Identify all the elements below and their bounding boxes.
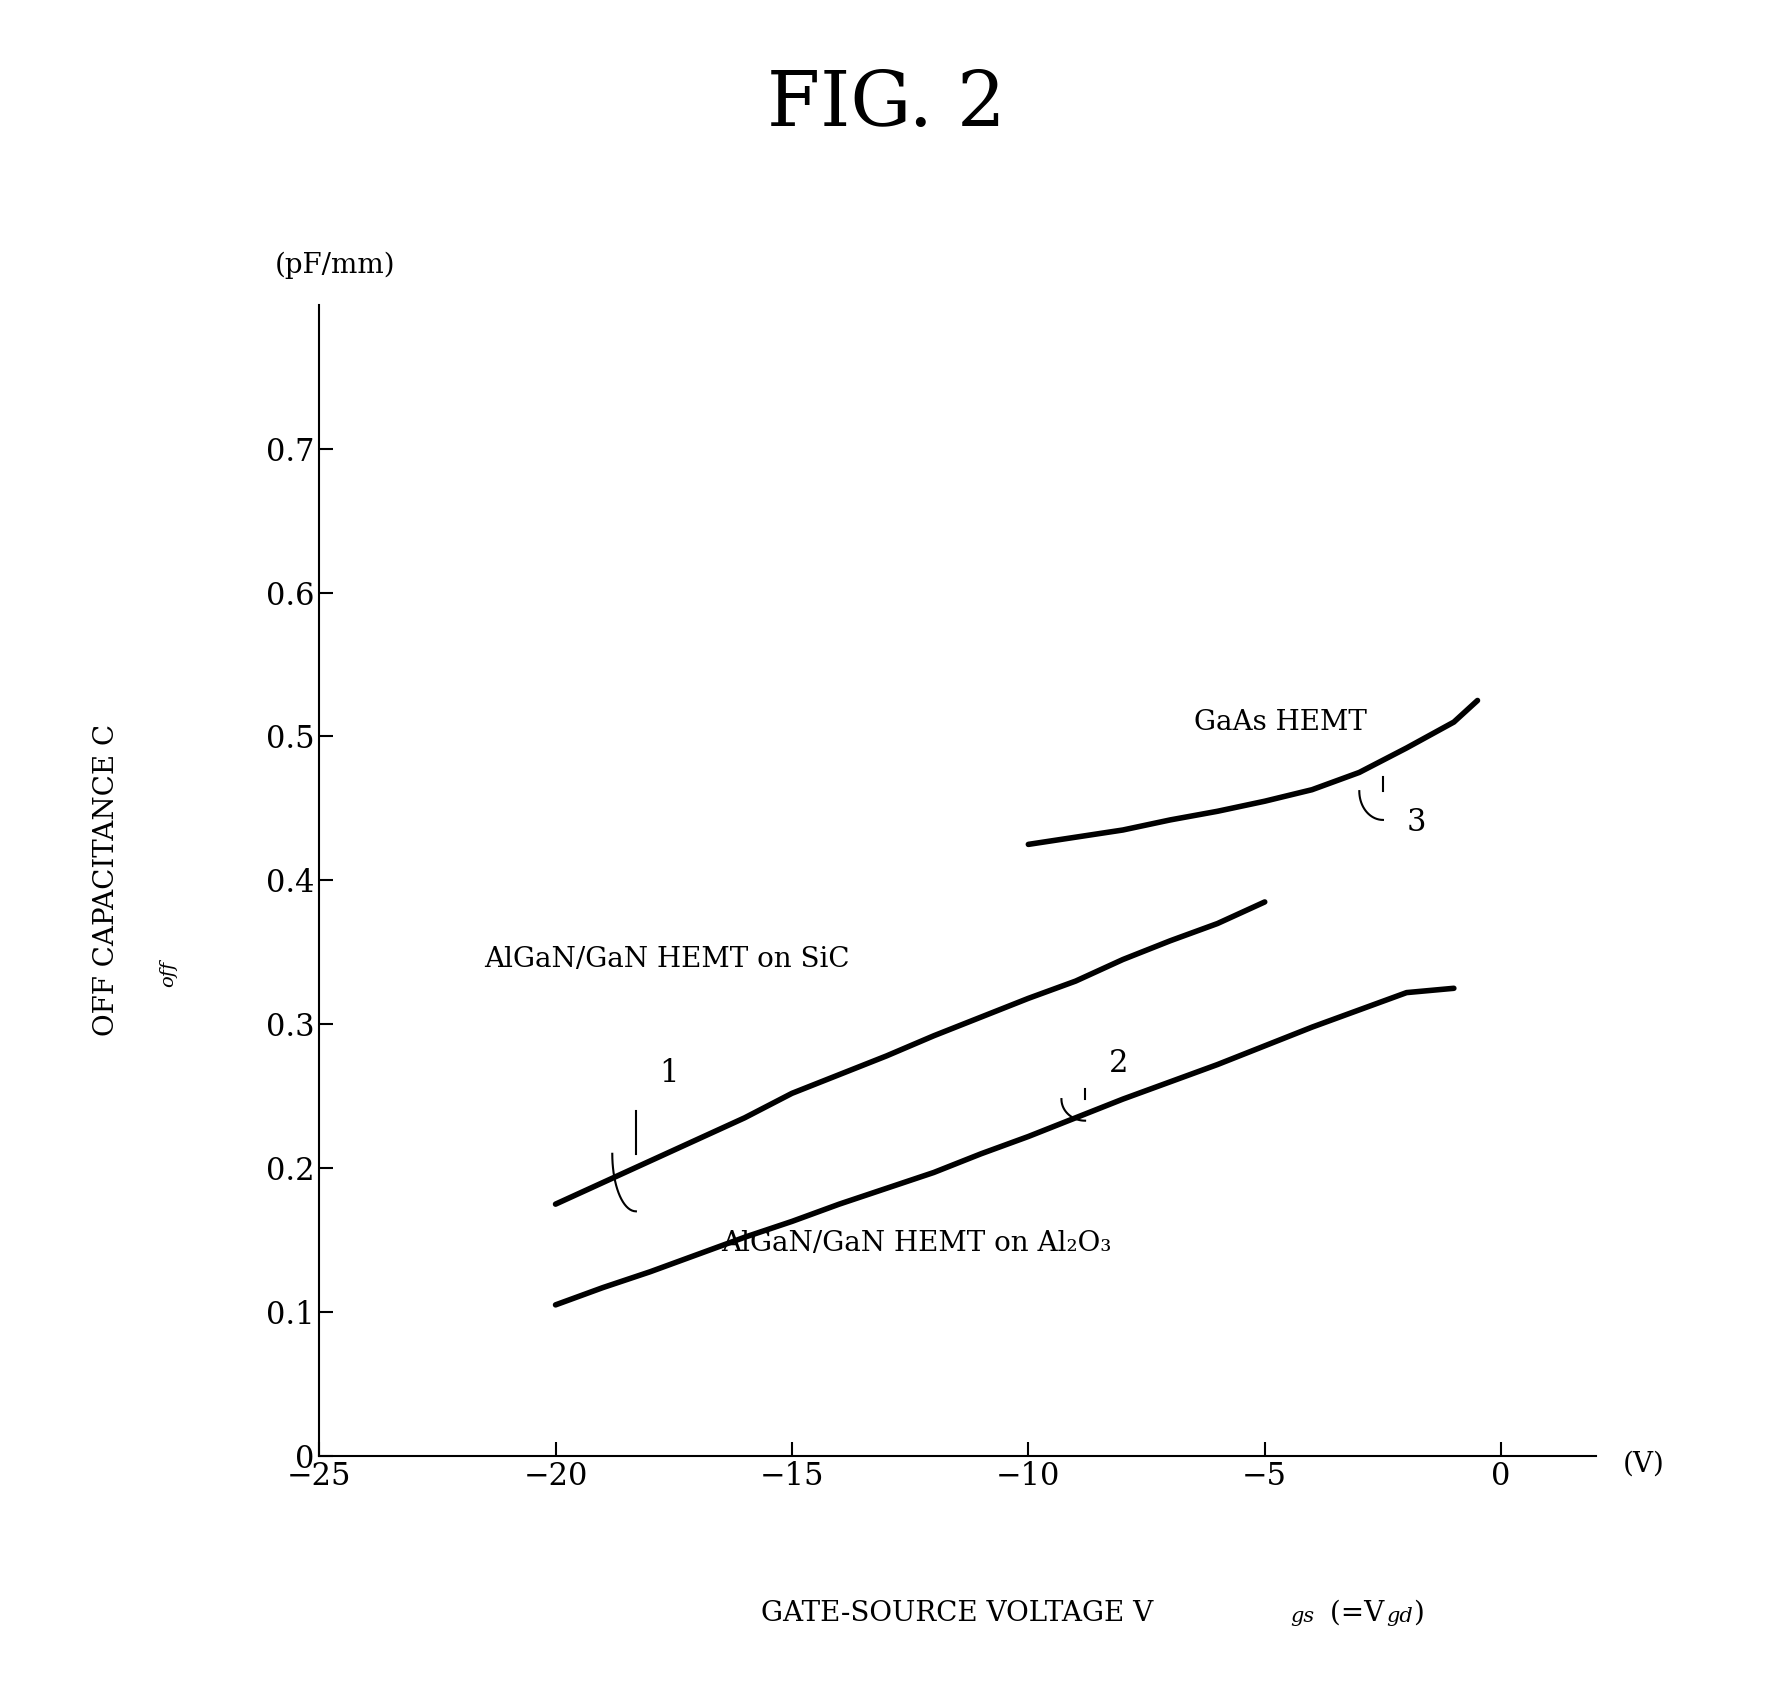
Text: FIG. 2: FIG. 2 (768, 68, 1005, 142)
Text: off: off (160, 960, 177, 987)
Text: 2: 2 (1108, 1048, 1128, 1078)
Text: (=V: (=V (1321, 1600, 1385, 1627)
Text: 3: 3 (1406, 808, 1425, 838)
Text: gd: gd (1386, 1607, 1413, 1625)
Text: (pF/mm): (pF/mm) (275, 252, 395, 279)
Text: GATE-SOURCE VOLTAGE V: GATE-SOURCE VOLTAGE V (761, 1600, 1154, 1627)
Text: 1: 1 (660, 1058, 679, 1089)
Text: AlGaN/GaN HEMT on SiC: AlGaN/GaN HEMT on SiC (484, 946, 849, 973)
Text: GaAs HEMT: GaAs HEMT (1193, 709, 1367, 735)
Text: gs: gs (1291, 1607, 1316, 1625)
Text: AlGaN/GaN HEMT on Al₂O₃: AlGaN/GaN HEMT on Al₂O₃ (722, 1229, 1112, 1256)
Text: ): ) (1413, 1600, 1424, 1627)
Text: OFF CAPACITANCE C: OFF CAPACITANCE C (92, 725, 121, 1036)
Text: (V): (V) (1622, 1451, 1665, 1478)
